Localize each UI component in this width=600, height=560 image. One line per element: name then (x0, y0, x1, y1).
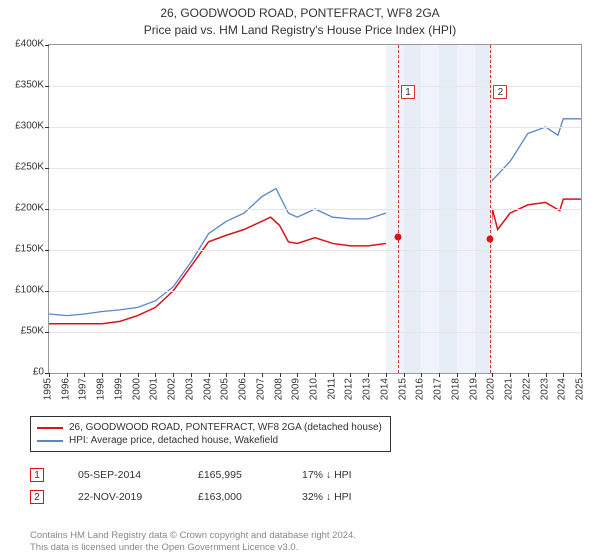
legend-box: 26, GOODWOOD ROAD, PONTEFRACT, WF8 2GA (… (30, 416, 391, 452)
y-tick-label: £150K (0, 244, 44, 255)
y-tick-label: £200K (0, 203, 44, 214)
footnote-line-1: Contains HM Land Registry data © Crown c… (30, 530, 356, 542)
gridline (49, 332, 581, 333)
x-tick-label: 2012 (344, 378, 355, 400)
x-tick-label: 1996 (60, 378, 71, 400)
x-tick-label: 2000 (131, 378, 142, 400)
x-tick-label: 2019 (468, 378, 479, 400)
gridline (49, 291, 581, 292)
sales-delta: 32% ↓ HPI (302, 491, 352, 503)
chart-title: 26, GOODWOOD ROAD, PONTEFRACT, WF8 2GA (0, 0, 600, 22)
sales-row: 1 05-SEP-2014 £165,995 17% ↓ HPI (30, 464, 352, 486)
event-line (398, 45, 399, 373)
x-tick-label: 2017 (433, 378, 444, 400)
x-tick-label: 2006 (238, 378, 249, 400)
event-flag: 1 (401, 85, 415, 99)
gridline (49, 209, 581, 210)
legend-item: HPI: Average price, detached house, Wake… (37, 434, 382, 447)
x-tick-label: 2016 (415, 378, 426, 400)
x-tick-label: 1998 (96, 378, 107, 400)
x-tick-label: 2018 (450, 378, 461, 400)
x-tick-label: 2011 (326, 378, 337, 400)
event-line (490, 45, 491, 373)
x-tick-label: 2021 (504, 378, 515, 400)
y-tick-label: £350K (0, 80, 44, 91)
sales-flag: 1 (30, 468, 44, 482)
sales-date: 05-SEP-2014 (78, 469, 164, 481)
legend-swatch (37, 427, 63, 429)
x-tick-label: 1997 (78, 378, 89, 400)
data-marker (394, 233, 401, 240)
sales-date: 22-NOV-2019 (78, 491, 164, 503)
sales-price: £163,000 (198, 491, 268, 503)
x-tick-label: 1995 (43, 378, 54, 400)
y-tick-label: £400K (0, 39, 44, 50)
y-tick-label: £300K (0, 121, 44, 132)
sales-table: 1 05-SEP-2014 £165,995 17% ↓ HPI 2 22-NOV-201… (30, 464, 352, 508)
event-flag: 2 (493, 85, 507, 99)
legend-label: HPI: Average price, detached house, Wake… (69, 435, 278, 446)
sales-row: 2 22-NOV-2019 £163,000 32% ↓ HPI (30, 486, 352, 508)
x-tick-label: 2004 (202, 378, 213, 400)
sales-price: £165,995 (198, 469, 268, 481)
chart-subtitle: Price paid vs. HM Land Registry's House … (0, 23, 600, 37)
y-tick-label: £250K (0, 162, 44, 173)
y-tick-label: £100K (0, 285, 44, 296)
sales-flag: 2 (30, 490, 44, 504)
x-tick-label: 2005 (220, 378, 231, 400)
x-tick-label: 1999 (113, 378, 124, 400)
gridline (49, 127, 581, 128)
plot-area: 12 (48, 44, 582, 374)
gridline (49, 250, 581, 251)
sales-delta: 17% ↓ HPI (302, 469, 352, 481)
x-tick-label: 2014 (379, 378, 390, 400)
data-marker (487, 236, 494, 243)
legend-item: 26, GOODWOOD ROAD, PONTEFRACT, WF8 2GA (… (37, 421, 382, 434)
x-tick-label: 2008 (273, 378, 284, 400)
x-tick-label: 2002 (167, 378, 178, 400)
footnote-line-2: This data is licensed under the Open Gov… (30, 542, 356, 554)
x-tick-label: 2015 (397, 378, 408, 400)
x-tick-label: 2001 (149, 378, 160, 400)
x-tick-label: 2023 (539, 378, 550, 400)
x-tick-label: 2022 (521, 378, 532, 400)
x-tick-label: 2024 (557, 378, 568, 400)
y-tick-label: £0 (0, 367, 44, 378)
x-tick-label: 2013 (362, 378, 373, 400)
y-tick-label: £50K (0, 326, 44, 337)
x-tick-label: 2010 (309, 378, 320, 400)
x-tick-label: 2007 (255, 378, 266, 400)
chart-container: 26, GOODWOOD ROAD, PONTEFRACT, WF8 2GA P… (0, 0, 600, 560)
x-tick-label: 2003 (184, 378, 195, 400)
footnote: Contains HM Land Registry data © Crown c… (30, 530, 356, 554)
x-tick-label: 2020 (486, 378, 497, 400)
gridline (49, 168, 581, 169)
series-line (49, 199, 581, 324)
legend-swatch (37, 440, 63, 442)
x-tick-label: 2025 (575, 378, 586, 400)
x-tick-label: 2009 (291, 378, 302, 400)
series-line (49, 119, 581, 316)
legend-label: 26, GOODWOOD ROAD, PONTEFRACT, WF8 2GA (… (69, 422, 382, 433)
